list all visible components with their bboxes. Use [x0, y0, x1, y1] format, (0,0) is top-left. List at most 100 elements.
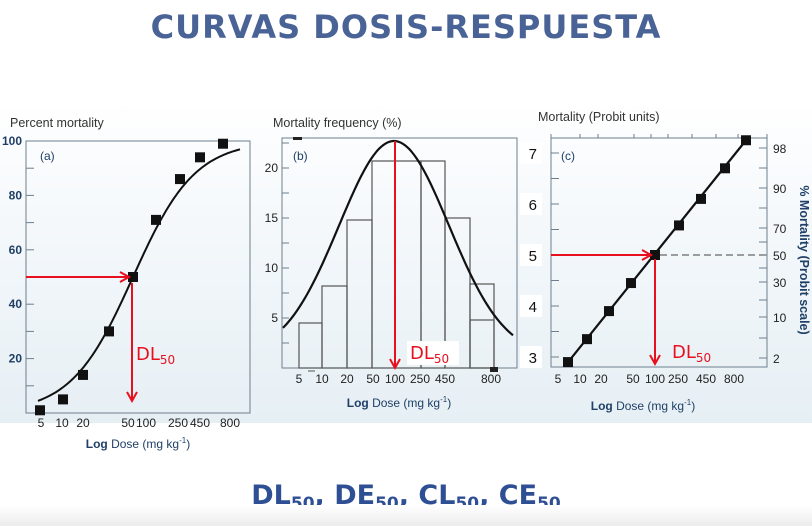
chart-c-point — [720, 163, 730, 174]
chart-c-ytick-label-bg — [520, 193, 542, 215]
chart-b-ytick-label: 5 — [271, 311, 278, 325]
chart-c-dl50-arrowhead-right — [641, 249, 654, 261]
chart-a-xtick-label: 50 — [121, 416, 135, 430]
chart-a-dl50-label: DL50 — [136, 344, 175, 367]
chart-b-xtick-label: 10 — [315, 372, 329, 386]
chart-c-right-axis-label: % Mortality (Probit scale) — [797, 185, 811, 334]
chart-b-normal-curve — [282, 139, 514, 337]
chart-a-xtick-label: 20 — [76, 416, 90, 430]
chart-c-ytick-label: 4 — [529, 299, 537, 316]
chart-b-frame — [281, 137, 518, 369]
chart-c-point — [674, 220, 684, 231]
chart-b-xtick-label: 20 — [340, 372, 354, 386]
chart-c-ytick-label: 3 — [529, 350, 537, 367]
chart-b-bar — [469, 319, 495, 369]
bottom-shade — [0, 505, 812, 526]
chart-b-xtick-label: 250 — [410, 372, 430, 386]
chart-b-xtick-label: 800 — [481, 372, 501, 386]
chart-a-ytick-label: 20 — [9, 352, 23, 366]
chart-b-bottommark — [490, 367, 498, 372]
chart-a-point — [151, 214, 161, 225]
chart-c-right-tick-label: 98 — [773, 142, 787, 156]
chart-c-xtick-label: 100 — [645, 372, 665, 386]
chart-c-point — [650, 250, 660, 260]
chart-b-ytick-label: 15 — [265, 211, 279, 225]
chart-a-xtick-label: 5 — [38, 416, 45, 430]
chart-c-point — [696, 193, 706, 204]
chart-a-point — [128, 272, 138, 282]
chart-b-panel-label: (b) — [293, 149, 308, 163]
chart-b-bar — [371, 160, 422, 369]
chart-c-xtick-label: 20 — [594, 372, 608, 386]
chart-c-right-tick-label: 30 — [773, 276, 787, 290]
chart-c-ytick-label: 6 — [529, 197, 537, 214]
chart-b-bar — [321, 285, 348, 369]
chart-a-point — [58, 394, 68, 405]
chart-c-xtick-label: 10 — [573, 372, 587, 386]
chart-a-title: Percent mortality — [10, 116, 105, 130]
chart-a-xtick-label: 800 — [220, 416, 240, 430]
chart-b-xtick-label: 450 — [435, 372, 455, 386]
chart-b-title: Mortality frequency (%) — [273, 116, 402, 130]
chart-c-point — [604, 306, 614, 317]
chart-a-ytick-label: 60 — [9, 243, 23, 257]
chart-c-right-tick-label: 70 — [773, 222, 787, 236]
chart-b-ytick-label: 20 — [265, 161, 279, 175]
chart-b-bar — [298, 322, 323, 369]
chart-c-dl50-label: DL50 — [672, 342, 711, 365]
page-title: CURVAS DOSIS-RESPUESTA — [150, 8, 662, 46]
chart-a-point — [195, 152, 205, 163]
chart-a-ytick-label: 40 — [9, 297, 23, 311]
chart-c-right-tick-label: 90 — [773, 182, 787, 196]
chart-c-right-tick-label: 50 — [773, 249, 787, 263]
chart-c-xtick-label: 450 — [696, 372, 716, 386]
chart-a-point — [104, 326, 114, 337]
chart-c-ytick-label-bg — [520, 295, 542, 317]
chart-a-point — [78, 369, 88, 380]
chart-c-xtick-label: 800 — [724, 372, 744, 386]
chart-b-topmark — [293, 137, 302, 140]
chart-c-right-tick-label: 2 — [773, 352, 780, 366]
chart-c-ytick-label-bg — [520, 346, 542, 368]
chart-b-bar — [346, 219, 373, 369]
chart-b-xtick-label: 100 — [385, 372, 405, 386]
chart-c-ytick-label: 5 — [529, 248, 537, 265]
chart-c-xtick-label: 250 — [668, 372, 688, 386]
chart-c-dl50-arrowhead-down — [649, 354, 661, 367]
chart-a-point — [175, 174, 185, 185]
chart-b-dl50-label-bg — [407, 341, 459, 365]
chart-a-dl50-arrowhead-down — [126, 391, 138, 404]
chart-c-xtick-label: 5 — [555, 372, 562, 386]
chart-a-point — [218, 138, 228, 149]
chart-c-ytick-label-bg — [520, 244, 542, 266]
chart-a-ytick-label: 100 — [2, 134, 22, 148]
chart-a-ytick-label: 80 — [9, 188, 23, 202]
chart-c-ytick-label: 7 — [529, 146, 537, 163]
chart-a-xtick-label: 250 — [168, 416, 188, 430]
chart-a-xtick-label: 100 — [136, 416, 156, 430]
chart-a-point — [35, 405, 45, 416]
chart-a-xtick-label: 10 — [55, 416, 69, 430]
chart-c-panel-label: (c) — [561, 149, 575, 163]
chart-a-panel-label: (a) — [40, 149, 55, 163]
chart-a-dl50-arrowhead-right — [119, 271, 132, 283]
chart-a-xlabel: Log Dose (mg kg-1) — [86, 436, 190, 451]
chart-b-bar — [420, 160, 446, 369]
figure-background — [0, 100, 812, 423]
chart-b-ytick-label: 10 — [265, 261, 279, 275]
chart-c-ytick-label-bg — [520, 142, 542, 164]
chart-c-point — [582, 334, 592, 345]
chart-c-frame — [550, 137, 768, 368]
chart-b-xtick-label: 50 — [366, 372, 380, 386]
chart-b-xtick-label: 5 — [296, 372, 303, 386]
chart-c-point — [563, 357, 573, 368]
chart-c-title: Mortality (Probit units) — [538, 110, 660, 124]
chart-c-xtick-label: 50 — [626, 372, 640, 386]
chart-c-xlabel: Log Dose (mg kg-1) — [591, 398, 695, 413]
chart-a-xtick-label: 450 — [190, 416, 210, 430]
chart-b-dl50-arrowhead-down — [389, 358, 401, 371]
chart-c-point — [626, 278, 636, 289]
chart-c-point — [741, 135, 751, 146]
chart-a-curve — [37, 148, 241, 402]
